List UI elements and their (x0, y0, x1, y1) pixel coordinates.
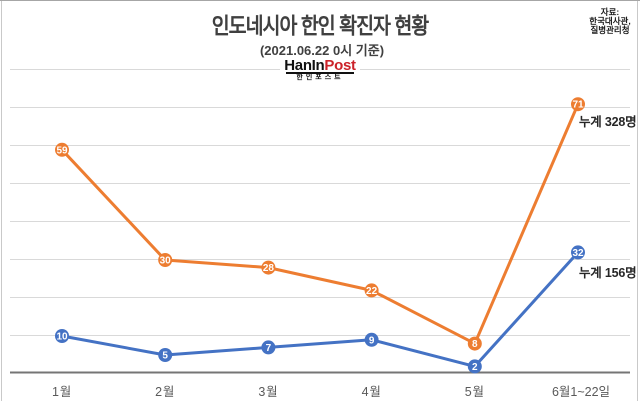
svg-text:32: 32 (572, 248, 584, 259)
svg-text:8: 8 (472, 339, 478, 350)
svg-text:5: 5 (162, 351, 168, 362)
svg-text:71: 71 (572, 100, 584, 111)
svg-text:2: 2 (472, 362, 478, 373)
svg-text:10: 10 (56, 332, 68, 343)
svg-text:28: 28 (263, 263, 275, 274)
svg-text:22: 22 (366, 286, 378, 297)
svg-text:30: 30 (160, 256, 172, 267)
svg-text:9: 9 (369, 335, 375, 346)
svg-text:59: 59 (56, 145, 68, 156)
svg-text:7: 7 (266, 343, 272, 354)
